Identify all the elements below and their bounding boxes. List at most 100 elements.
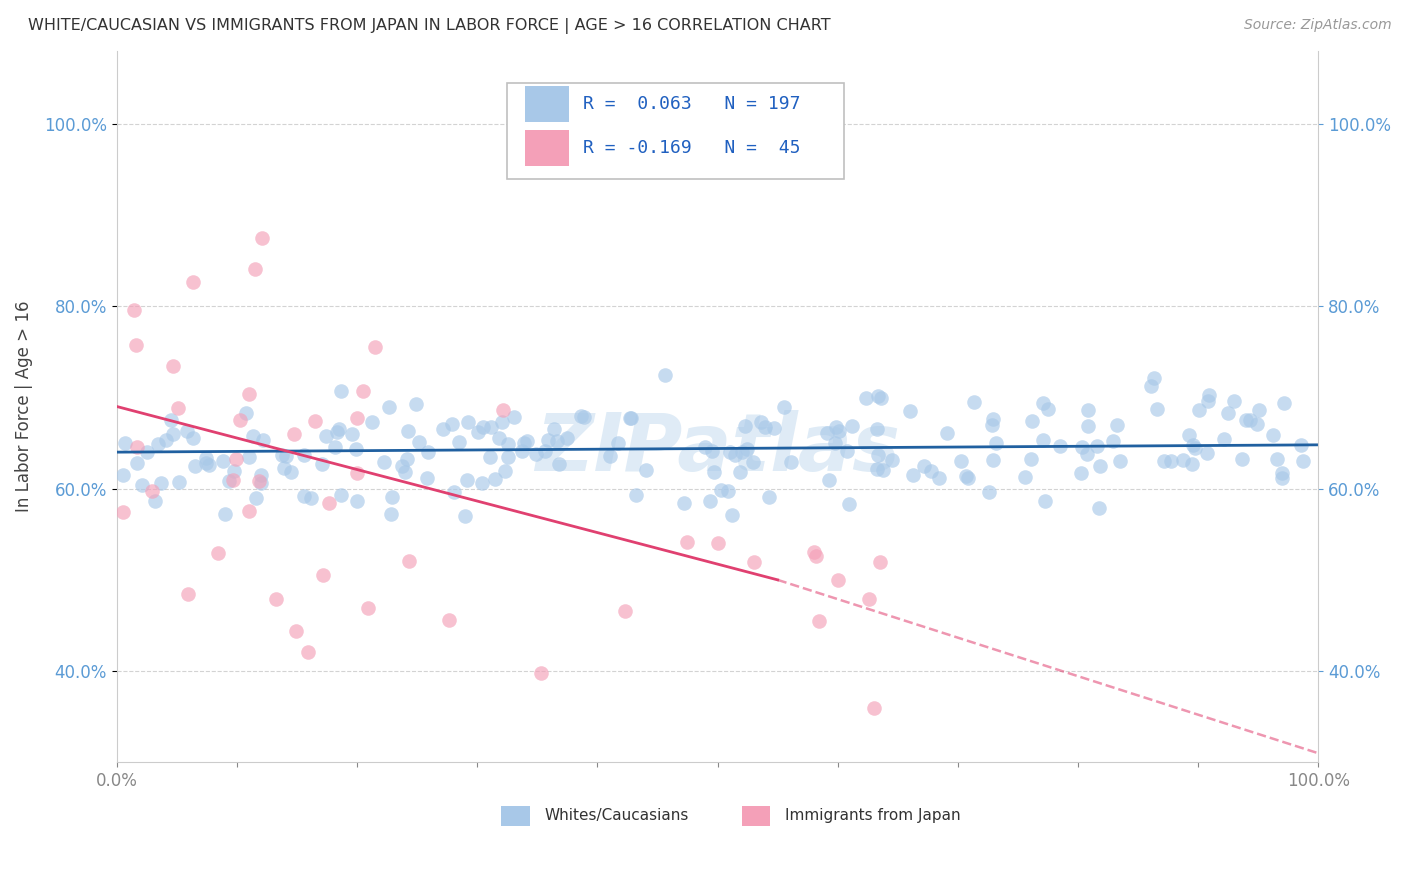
Point [342,427,364,442]
Point [405,397,427,411]
Point [749,415,772,429]
Text: R =  0.063   N = 197: R = 0.063 N = 197 [583,95,800,113]
Point [866,448,889,462]
Point [198,458,221,472]
Point [728,465,751,479]
Point [516,434,538,448]
Point [571,409,593,424]
Point [176,425,198,439]
Point [146,437,169,451]
Point [963,394,986,409]
Point [1032,433,1054,447]
Point [673,496,696,510]
Point [710,483,733,497]
Point [1109,454,1132,468]
Point [1182,438,1205,452]
Point [432,422,454,436]
Point [250,468,273,483]
Point [866,422,889,436]
Point [1184,441,1206,455]
Point [273,460,295,475]
Point [693,440,716,454]
Point [619,411,641,425]
Point [920,464,942,478]
Point [742,455,765,469]
Point [1197,394,1219,409]
Point [218,475,240,489]
Point [330,384,353,398]
Y-axis label: In Labor Force | Age > 16: In Labor Force | Age > 16 [15,301,32,512]
Point [271,448,294,462]
Point [494,464,516,478]
Point [901,467,924,482]
Point [456,473,478,487]
Point [177,587,200,601]
Point [373,455,395,469]
Point [536,434,558,448]
Point [804,549,827,564]
Point [315,429,337,443]
Point [312,568,335,582]
Point [323,441,346,455]
Point [329,488,352,502]
Point [391,458,413,473]
Point [624,488,647,502]
Point [195,456,218,470]
Point [496,437,519,451]
Point [547,458,569,472]
Point [1070,467,1092,481]
Point [484,472,506,486]
Point [817,474,839,488]
Point [1239,413,1261,427]
Point [614,604,637,618]
Point [1265,451,1288,466]
Bar [502,805,530,826]
Point [983,412,1005,426]
Point [292,489,315,503]
Point [224,464,246,478]
Point [181,431,204,445]
Point [488,431,510,445]
Point [706,536,728,550]
Point [1077,418,1099,433]
Point [1216,405,1239,419]
Point [1049,439,1071,453]
Point [754,419,776,434]
Point [297,645,319,659]
Point [194,450,217,465]
Point [599,449,621,463]
Point [1088,459,1111,474]
Point [534,444,557,458]
Point [299,491,322,505]
Point [513,435,536,450]
Point [1272,396,1295,410]
Point [1171,453,1194,467]
Point [276,449,298,463]
Point [214,507,236,521]
Point [131,477,153,491]
Point [703,466,725,480]
Point [1271,467,1294,481]
Point [447,434,470,449]
Point [1153,454,1175,468]
Point [758,490,780,504]
FancyBboxPatch shape [508,83,844,178]
Point [1213,432,1236,446]
Point [773,400,796,414]
Point [676,534,699,549]
Point [496,450,519,464]
Text: R = -0.169   N =  45: R = -0.169 N = 45 [583,139,800,157]
Point [1246,417,1268,432]
Point [825,420,848,434]
Point [872,463,894,477]
Text: Immigrants from Japan: Immigrants from Japan [785,808,960,823]
Point [824,436,846,450]
Point [167,475,190,489]
Point [212,454,235,468]
Point [346,466,368,480]
Point [344,442,367,456]
Point [1289,438,1312,452]
Point [416,444,439,458]
Point [1160,454,1182,468]
Point [143,494,166,508]
